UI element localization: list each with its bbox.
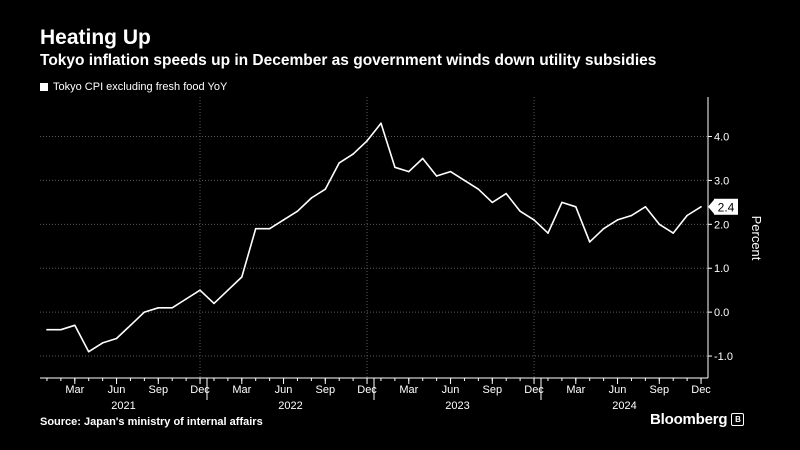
data-point (115, 337, 118, 340)
x-year-label: 2022 (278, 400, 302, 412)
data-point (491, 201, 494, 204)
x-tick-label: Mar (232, 384, 251, 396)
legend-label: Tokyo CPI excluding fresh food YoY (53, 81, 228, 93)
brand-name: Bloomberg (650, 411, 728, 428)
data-point (282, 219, 285, 221)
chart-title: Heating Up (40, 26, 151, 49)
y-axis-label: Percent (749, 216, 764, 261)
data-point (602, 227, 605, 230)
data-point (213, 302, 215, 305)
x-year-label: 2023 (445, 400, 469, 412)
last-value-box (714, 198, 738, 215)
x-tick-label: Dec (524, 384, 544, 396)
data-point (129, 324, 132, 327)
data-point (533, 219, 535, 221)
data-point (686, 214, 688, 217)
x-tick-label: Jun (442, 384, 460, 396)
data-point (296, 210, 299, 212)
data-point (268, 227, 271, 230)
data-point (101, 342, 104, 344)
data-point (574, 205, 577, 208)
data-point (435, 175, 438, 177)
data-point (644, 205, 647, 208)
data-point (616, 219, 619, 221)
y-tick-label: 1.0 (714, 263, 729, 275)
x-tick-label: Jun (108, 384, 126, 396)
data-point (630, 214, 633, 217)
data-point (87, 350, 90, 353)
data-point (157, 306, 160, 309)
x-tick-label: Sep (650, 384, 670, 396)
x-tick-label: Sep (483, 384, 503, 396)
data-point (658, 223, 661, 226)
source-note: Source: Japan's ministry of internal aff… (40, 416, 263, 428)
data-point (700, 205, 702, 208)
y-tick-label: -1.0 (714, 351, 733, 363)
x-tick-label: Mar (566, 384, 585, 396)
data-point (421, 157, 424, 160)
chart-legend: Tokyo CPI excluding fresh food YoY (40, 81, 227, 93)
x-tick-label: Mar (65, 384, 84, 396)
y-tick-label: 2.0 (714, 219, 729, 231)
data-point (46, 328, 48, 331)
legend-swatch (40, 83, 48, 91)
data-point (380, 122, 382, 125)
data-point (561, 201, 563, 204)
data-point (463, 179, 466, 182)
data-point (310, 197, 313, 199)
x-tick-label: Mar (399, 384, 418, 396)
data-point (505, 192, 508, 195)
last-value-pointer (708, 199, 714, 214)
y-tick-label: 4.0 (714, 132, 729, 144)
data-point (185, 298, 187, 300)
data-point (171, 306, 174, 309)
data-point (143, 311, 146, 313)
data-point (449, 170, 452, 173)
x-tick-label: Dec (357, 384, 377, 396)
x-tick-label: Sep (316, 384, 336, 396)
data-point (227, 289, 229, 291)
y-tick-label: 0.0 (714, 307, 729, 319)
data-point (199, 289, 201, 291)
data-point (60, 328, 62, 331)
data-point (73, 324, 76, 327)
x-tick-label: Dec (691, 384, 711, 396)
data-point (477, 188, 480, 191)
data-point (547, 232, 549, 234)
data-point (366, 140, 368, 142)
bloomberg-mark-icon: B (731, 413, 745, 426)
data-point (254, 227, 257, 230)
bloomberg-logo: Bloomberg B (650, 411, 745, 428)
last-value-label: 2.4 (718, 200, 735, 214)
data-point (519, 210, 521, 212)
x-year-label: 2024 (612, 400, 636, 412)
data-point (352, 153, 354, 155)
data-point (588, 241, 591, 243)
data-point (338, 162, 341, 164)
data-point (672, 232, 675, 234)
data-point (240, 276, 243, 278)
x-tick-label: Jun (609, 384, 627, 396)
x-tick-label: Sep (149, 384, 169, 396)
series-line-tokyo-cpi (47, 122, 702, 353)
data-point (407, 170, 410, 173)
y-tick-label: 3.0 (714, 175, 729, 187)
data-point (324, 188, 327, 191)
x-tick-label: Jun (275, 384, 293, 396)
x-year-label: 2021 (111, 400, 135, 412)
x-tick-label: Dec (190, 384, 210, 396)
chart-subtitle: Tokyo inflation speeds up in December as… (40, 52, 657, 69)
data-point (394, 166, 396, 169)
